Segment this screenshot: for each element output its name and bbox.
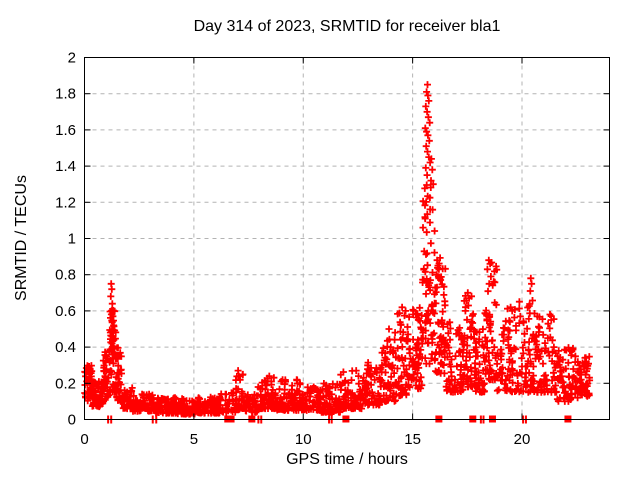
x-tick-label: 0 <box>80 431 88 448</box>
data-point-markers <box>81 81 594 418</box>
y-tick-label: 1.4 <box>55 158 76 175</box>
y-tick-label: 0 <box>68 412 76 429</box>
y-tick-label: 0.6 <box>55 303 76 320</box>
y-tick-label: 1.8 <box>55 86 76 103</box>
axis-ticks <box>84 57 610 420</box>
x-tick-label: 15 <box>404 431 421 448</box>
y-axis-label: SRMTID / TECUs <box>13 175 30 301</box>
y-tick-label: 0.2 <box>55 375 76 392</box>
chart-title: Day 314 of 2023, SRMTID for receiver bla… <box>194 18 501 35</box>
x-tick-label: 5 <box>190 431 198 448</box>
x-tick-label: 20 <box>514 431 531 448</box>
y-tick-label: 0.8 <box>55 267 76 284</box>
x-tick-label: 10 <box>295 431 312 448</box>
y-tick-label: 1.2 <box>55 194 76 211</box>
y-tick-label: 2 <box>68 50 76 67</box>
axis-tick-labels: 0 5 10 15 20 0 0.2 0.4 0.6 0.8 1 1.2 1.4 1.6 1.8 2 <box>55 50 530 449</box>
y-tick-label: 0.4 <box>55 339 76 356</box>
y-tick-label: 1.6 <box>55 122 76 139</box>
y-tick-label: 1 <box>68 231 76 248</box>
x-axis-label: GPS time / hours <box>286 451 408 468</box>
